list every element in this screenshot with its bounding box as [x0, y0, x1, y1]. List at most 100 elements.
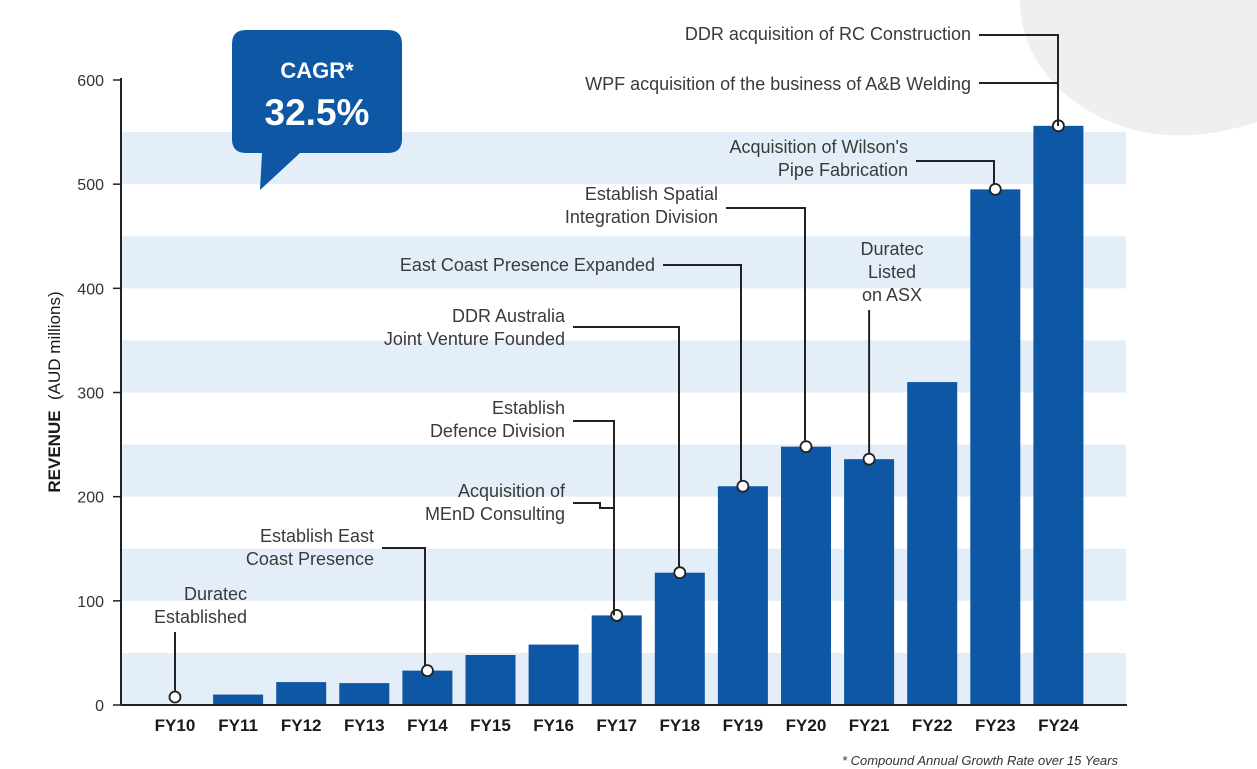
annotation-line: WPF acquisition of the business of A&B W… — [585, 74, 971, 94]
y-tick-label: 0 — [95, 698, 104, 715]
bar — [1033, 125, 1084, 706]
background-band — [121, 340, 1126, 393]
annotation-line: Pipe Fabrication — [778, 160, 908, 180]
bar — [654, 572, 705, 705]
annotation-text: DDR Australia Joint Venture Founded — [384, 306, 566, 349]
annotation-line: Acquisition of Wilson's — [729, 137, 908, 157]
annotation-text: Duratec Listed on ASX — [860, 239, 923, 305]
bar — [717, 486, 768, 705]
annotation-line: Established — [154, 607, 247, 627]
annotation-marker — [799, 440, 813, 454]
annotation-marker — [673, 566, 687, 580]
annotation-leader — [979, 82, 1059, 126]
y-tick-label: 100 — [77, 594, 104, 611]
cagr-label: CAGR* — [280, 58, 354, 83]
y-tick-label: 300 — [77, 386, 104, 403]
bars — [213, 125, 1084, 706]
annotation-line: Establish East — [260, 526, 374, 546]
annotation-line: East Coast Presence Expanded — [400, 255, 655, 275]
decorative-corner-shape — [1020, 0, 1257, 136]
annotation-leader — [573, 420, 615, 616]
y-tick-label: 200 — [77, 490, 104, 507]
bar — [844, 459, 895, 705]
x-tick-label: FY10 — [155, 716, 196, 735]
x-tick-label: FY22 — [912, 716, 953, 735]
annotation-leader — [573, 326, 680, 573]
bar — [465, 655, 516, 705]
x-tick-label: FY11 — [218, 716, 258, 735]
annotation-text: DDR acquisition of RC Construction — [685, 24, 971, 44]
annotation-marker — [168, 690, 182, 704]
annotation-line: MEnD Consulting — [425, 504, 565, 524]
x-tick-label: FY17 — [596, 716, 637, 735]
cagr-callout: CAGR* 32.5% — [232, 30, 402, 190]
x-tick-label: FY21 — [849, 716, 890, 735]
annotation-marker — [988, 182, 1002, 196]
x-tick-label: FY13 — [344, 716, 385, 735]
bar — [970, 189, 1021, 705]
annotation-line: Defence Division — [430, 421, 565, 441]
cagr-value: 32.5% — [265, 92, 370, 133]
x-tick-label: FY15 — [470, 716, 511, 735]
annotation-leader — [726, 207, 806, 447]
annotation-line: Joint Venture Founded — [384, 329, 565, 349]
annotation-line: Establish — [492, 398, 565, 418]
bar — [339, 683, 390, 705]
y-axis-title-units: (AUD millions) — [45, 291, 64, 400]
annotation-leader — [382, 547, 426, 671]
y-tick-label: 400 — [77, 281, 104, 298]
annotation-line: Coast Presence — [246, 549, 374, 569]
bar — [781, 446, 831, 705]
x-tick-label: FY23 — [975, 716, 1016, 735]
annotation-text: WPF acquisition of the business of A&B W… — [585, 74, 971, 94]
x-tick-label: FY24 — [1038, 716, 1079, 735]
annotation-text: Acquisition of MEnD Consulting — [425, 481, 566, 524]
annotation-line: Establish Spatial — [585, 184, 718, 204]
annotation-leader — [979, 34, 1059, 126]
annotation-line: Duratec — [184, 584, 247, 604]
annotation-line: Duratec — [860, 239, 923, 259]
background-band — [121, 548, 1126, 601]
annotation-line: on ASX — [862, 285, 922, 305]
x-tick-label: FY12 — [281, 716, 322, 735]
y-axis-title-bold: REVENUE — [45, 410, 64, 492]
annotation-line: DDR acquisition of RC Construction — [685, 24, 971, 44]
annotation-marker — [420, 664, 434, 678]
bar — [276, 682, 327, 705]
background-band — [121, 444, 1126, 497]
y-tick-label: 600 — [77, 73, 104, 90]
annotation-line: Integration Division — [565, 207, 718, 227]
x-tick-label: FY16 — [533, 716, 574, 735]
y-axis-title: REVENUE (AUD millions) — [45, 291, 64, 492]
annotation-text: East Coast Presence Expanded — [400, 255, 655, 275]
bar — [213, 694, 264, 705]
annotations: Duratec Established Establish East Coast Pr… — [154, 24, 971, 627]
annotation-leader — [916, 160, 995, 190]
y-tick-label: 500 — [77, 177, 104, 194]
x-axis-labels: FY10 FY11 FY12 FY13 FY14 FY15 FY16 FY17 FY18 FY19… — [155, 716, 1080, 735]
annotation-text: Acquisition of Wilson's Pipe Fabrication — [729, 137, 908, 180]
x-tick-label: FY20 — [786, 716, 827, 735]
footnote: * Compound Annual Growth Rate over 15 Ye… — [842, 753, 1119, 768]
y-axis: 0 100 200 300 400 500 600 — [77, 73, 121, 715]
bar — [907, 382, 958, 705]
annotation-line: Listed — [868, 262, 916, 282]
annotation-text: Establish East Coast Presence — [246, 526, 374, 569]
x-tick-label: FY19 — [723, 716, 764, 735]
x-tick-label: FY18 — [659, 716, 700, 735]
annotation-text: Establish Spatial Integration Division — [565, 184, 718, 227]
annotation-line: DDR Australia — [452, 306, 566, 326]
annotation-leaders — [168, 34, 1065, 704]
bar — [591, 615, 642, 705]
annotation-marker — [610, 609, 624, 622]
bar — [528, 644, 579, 705]
cagr-callout-bubble — [232, 30, 402, 190]
annotation-text: Duratec Established — [154, 584, 247, 627]
annotation-marker — [736, 479, 750, 493]
annotation-text: Establish Defence Division — [430, 398, 565, 441]
x-tick-label: FY14 — [407, 716, 448, 735]
annotation-marker — [862, 452, 876, 466]
annotation-line: Acquisition of — [458, 481, 566, 501]
background-band — [121, 236, 1126, 289]
